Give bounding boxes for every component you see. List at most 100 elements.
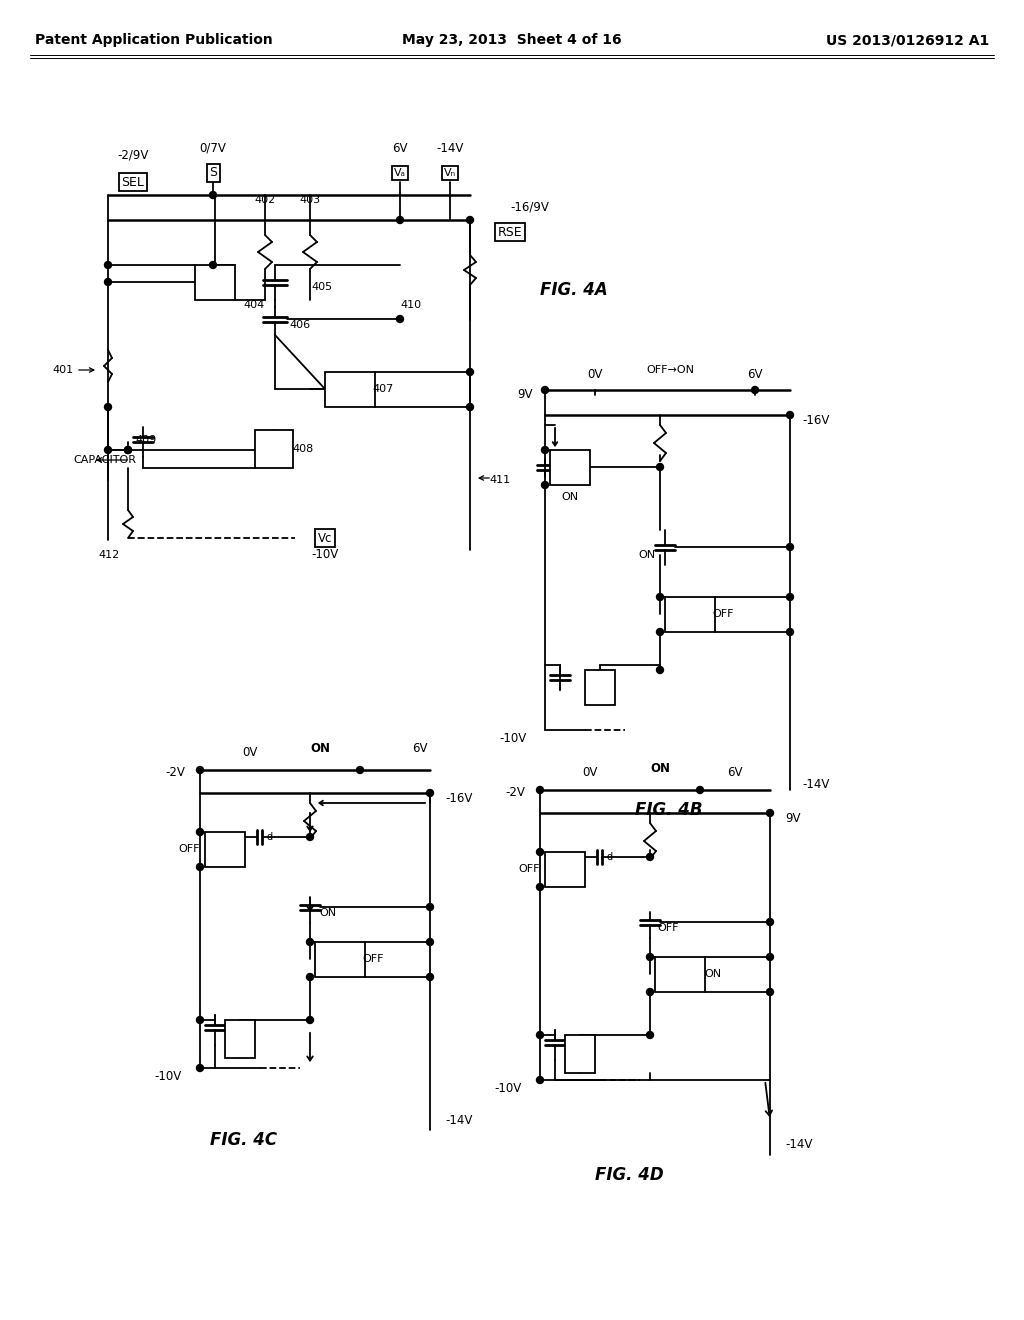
Text: -16V: -16V	[802, 413, 829, 426]
Circle shape	[306, 974, 313, 981]
Text: May 23, 2013  Sheet 4 of 16: May 23, 2013 Sheet 4 of 16	[402, 33, 622, 48]
Text: -10V: -10V	[155, 1069, 182, 1082]
Text: ON: ON	[319, 908, 337, 917]
Bar	[205, 832, 245, 867]
Text: Vₐ: Vₐ	[394, 168, 406, 178]
Text: 0/7V: 0/7V	[200, 141, 226, 154]
Circle shape	[786, 412, 794, 418]
Circle shape	[646, 953, 653, 961]
Text: ON: ON	[650, 763, 670, 776]
Circle shape	[104, 279, 112, 285]
Bar	[315, 942, 365, 977]
Bar	[545, 851, 585, 887]
Text: 405: 405	[311, 282, 333, 292]
Circle shape	[197, 829, 204, 836]
Text: ON: ON	[638, 550, 655, 560]
Circle shape	[427, 939, 433, 945]
Circle shape	[537, 883, 544, 891]
Circle shape	[767, 989, 773, 995]
Circle shape	[656, 667, 664, 673]
Circle shape	[197, 767, 204, 774]
Bar	[655, 957, 705, 993]
Circle shape	[396, 216, 403, 223]
Text: US 2013/0126912 A1: US 2013/0126912 A1	[825, 33, 989, 48]
Circle shape	[104, 261, 112, 268]
Bar	[585, 671, 615, 705]
Circle shape	[542, 446, 549, 454]
Circle shape	[537, 849, 544, 855]
Circle shape	[197, 863, 204, 870]
Text: 9V: 9V	[785, 812, 801, 825]
Bar	[550, 450, 590, 484]
Bar	[225, 1020, 255, 1059]
Circle shape	[656, 628, 664, 635]
Text: -2/9V: -2/9V	[118, 149, 148, 161]
Text: -10V: -10V	[495, 1081, 522, 1094]
Text: OFF: OFF	[178, 843, 200, 854]
Circle shape	[646, 989, 653, 995]
Circle shape	[467, 216, 473, 223]
Text: OFF: OFF	[713, 609, 734, 619]
Circle shape	[752, 387, 759, 393]
Circle shape	[306, 1016, 313, 1023]
Circle shape	[786, 544, 794, 550]
Circle shape	[786, 594, 794, 601]
Text: d: d	[267, 832, 273, 842]
Text: 0V: 0V	[583, 767, 598, 780]
Text: 6V: 6V	[748, 368, 763, 381]
Text: OFF: OFF	[518, 865, 540, 874]
Text: 6V: 6V	[727, 767, 742, 780]
Text: FIG. 4A: FIG. 4A	[540, 281, 608, 300]
Text: 409: 409	[135, 436, 157, 445]
Text: 6V: 6V	[413, 742, 428, 755]
Text: OFF→ON: OFF→ON	[646, 366, 694, 375]
Text: -16V: -16V	[445, 792, 472, 804]
Text: d: d	[607, 851, 613, 862]
Text: 402: 402	[254, 195, 275, 205]
Circle shape	[542, 387, 549, 393]
Circle shape	[197, 1064, 204, 1072]
Text: -2V: -2V	[505, 787, 525, 800]
Circle shape	[656, 594, 664, 601]
Text: Vₙ: Vₙ	[444, 168, 456, 178]
Circle shape	[767, 809, 773, 817]
Circle shape	[656, 463, 664, 470]
Circle shape	[427, 789, 433, 796]
Text: FIG. 4D: FIG. 4D	[595, 1166, 664, 1184]
Text: 403: 403	[299, 195, 321, 205]
Circle shape	[125, 446, 131, 454]
Text: ON: ON	[705, 969, 722, 979]
Circle shape	[306, 939, 313, 945]
Text: SEL: SEL	[122, 176, 144, 189]
Circle shape	[537, 787, 544, 793]
Circle shape	[537, 1031, 544, 1039]
Circle shape	[104, 404, 112, 411]
Text: -10V: -10V	[311, 549, 339, 561]
Circle shape	[356, 767, 364, 774]
Circle shape	[427, 974, 433, 981]
Text: 404: 404	[243, 300, 264, 310]
Bar	[195, 265, 234, 300]
Text: 408: 408	[293, 444, 313, 454]
Text: OFF: OFF	[657, 923, 679, 933]
Circle shape	[210, 191, 216, 198]
Circle shape	[467, 368, 473, 375]
Text: ON: ON	[310, 742, 330, 755]
Text: -16/9V: -16/9V	[510, 201, 549, 214]
Circle shape	[427, 903, 433, 911]
Text: Vc: Vc	[317, 532, 332, 544]
Circle shape	[696, 787, 703, 793]
Text: -14V: -14V	[445, 1114, 472, 1126]
Circle shape	[104, 446, 112, 454]
Circle shape	[646, 854, 653, 861]
Text: 401: 401	[52, 366, 74, 375]
Circle shape	[197, 1016, 204, 1023]
Text: -14V: -14V	[802, 779, 829, 792]
Text: 412: 412	[98, 550, 120, 560]
Text: CAPACITOR: CAPACITOR	[74, 455, 136, 465]
Text: -14V: -14V	[436, 141, 464, 154]
Text: -10V: -10V	[500, 731, 527, 744]
Text: 406: 406	[290, 319, 310, 330]
Circle shape	[786, 628, 794, 635]
Text: FIG. 4B: FIG. 4B	[635, 801, 702, 818]
